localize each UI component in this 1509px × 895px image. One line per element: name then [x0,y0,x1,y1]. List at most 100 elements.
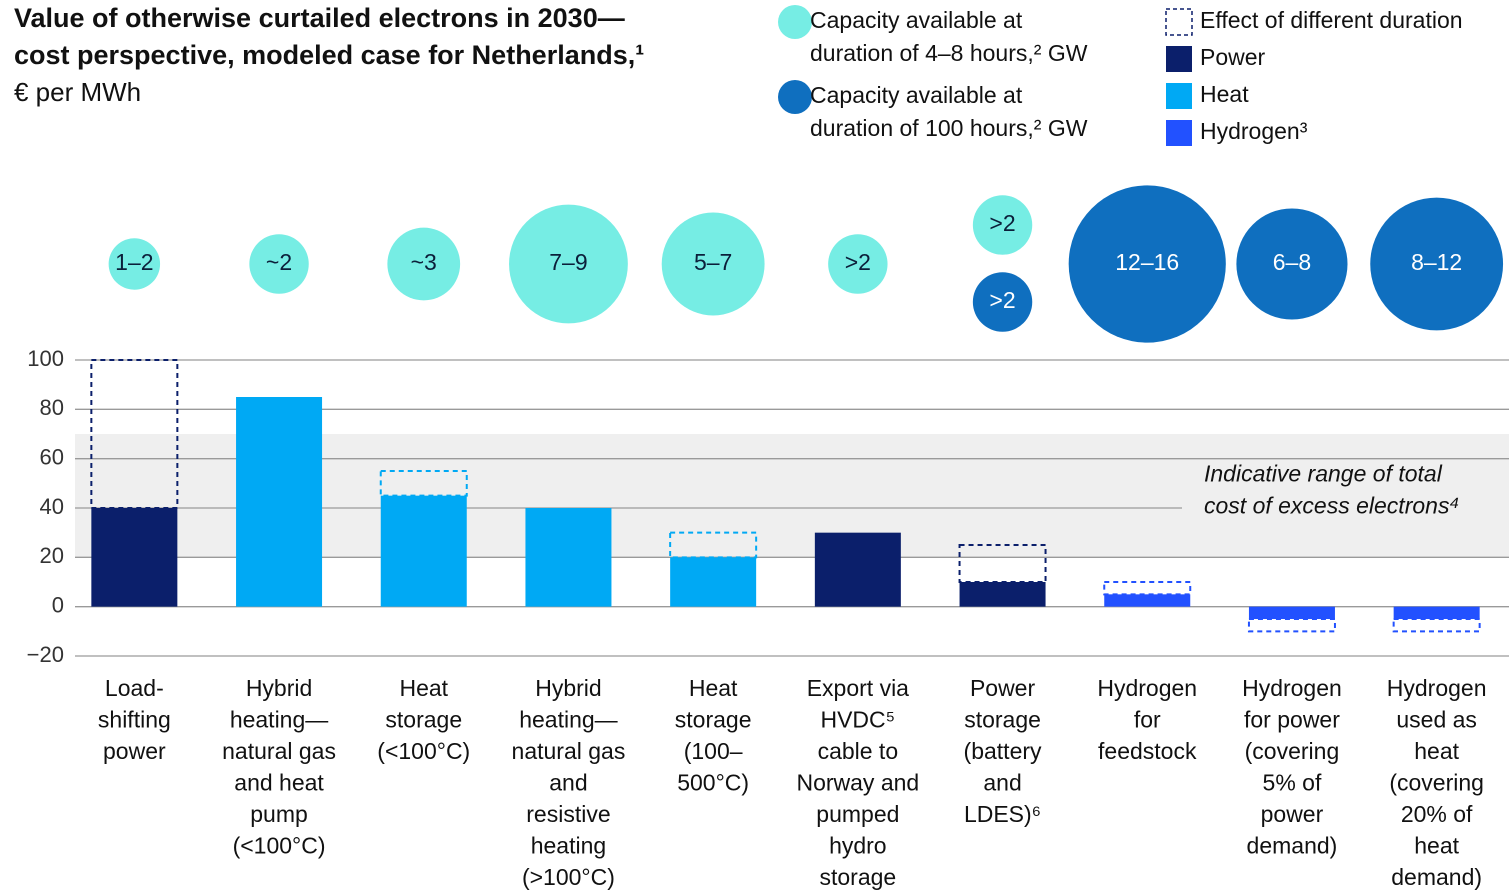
duration-range [958,544,1047,583]
x-tick-label: hydro [829,833,887,859]
bubble-label: 8–12 [1411,249,1462,275]
legend-label: duration of 100 hours,² GW [810,115,1088,141]
bubble-label: 5–7 [694,249,732,275]
x-tick-label: demand) [1247,833,1338,859]
x-tick-label: 500°C) [677,770,749,796]
duration-range [1392,618,1481,633]
bubble [387,227,461,301]
x-tick-label: HVDC⁵ [820,707,895,733]
chart-title: cost perspective, modeled case for Nethe… [14,40,644,70]
x-tick-label: Export via [807,675,909,701]
bubble [972,272,1033,332]
bar [1248,606,1335,619]
x-tick-label: heating— [230,707,328,733]
x-tick-label: and [983,770,1021,796]
x-tick-label: Hybrid [535,675,601,701]
bubble-label: >2 [845,249,871,275]
x-tick-label: LDES)⁶ [964,801,1041,827]
legend-label: duration of 4–8 hours,² GW [810,40,1088,66]
bubble [249,234,309,294]
x-tick-label: pumped [816,801,899,827]
legend-label: Capacity available at [810,82,1023,108]
x-tick-label: Norway and [796,770,919,796]
legend-swatch [1166,46,1192,72]
bubble [1370,197,1504,331]
x-tick-label: natural gas [222,738,336,764]
x-tick-label: shifting [98,707,171,733]
bubble [509,204,628,324]
legend-label: Heat [1200,81,1249,107]
bubble [828,234,888,294]
x-tick-label: 20% of [1401,801,1473,827]
x-tick-label: feedstock [1098,738,1197,764]
legend-label: Hydrogen³ [1200,118,1308,144]
bubble-label: 1–2 [115,249,153,275]
x-tick-label: and heat [234,770,324,796]
bubble [1068,185,1226,343]
legend-label: Capacity available at [810,7,1023,33]
x-tick-label: power [103,738,166,764]
x-tick-label: (<100°C) [233,833,326,859]
x-tick-label: heating [531,833,606,859]
x-tick-label: (>100°C) [522,864,615,890]
bar [959,582,1046,607]
x-tick-label: cable to [818,738,899,764]
bubble [1236,208,1348,320]
chart-title: Value of otherwise curtailed electrons i… [14,3,625,33]
legend-label: Effect of different duration [1200,7,1463,33]
bubble-label: >2 [989,210,1015,236]
y-tick-label: 40 [40,494,64,519]
x-tick-label: Heat [689,675,738,701]
x-tick-label: Hydrogen [1387,675,1487,701]
y-tick-label: 60 [40,444,64,469]
bar [814,532,901,607]
x-tick-label: (100– [684,738,743,764]
duration-range [669,531,758,559]
legend-swatch [1165,8,1193,36]
bar [1393,606,1480,619]
x-tick-label: heating— [519,707,617,733]
bubble-label: 7–9 [549,249,587,275]
bar [91,508,178,607]
bubble-label: >2 [989,287,1015,313]
bubble-label: 12–16 [1115,249,1179,275]
legend-swatch [778,5,812,39]
bar [1104,594,1191,607]
x-tick-label: for [1134,707,1161,733]
x-tick-label: resistive [526,801,610,827]
y-tick-label: 80 [40,395,64,420]
legend-label: Power [1200,44,1266,70]
y-tick-label: 20 [40,543,64,568]
legend-swatch [778,80,812,114]
x-tick-label: Hybrid [246,675,312,701]
bubble-label: ~2 [266,249,292,275]
x-tick-label: Load- [105,675,164,701]
x-tick-label: (covering [1245,738,1340,764]
x-tick-label: (<100°C) [377,738,470,764]
bar [525,508,612,607]
y-tick-label: 100 [27,346,64,371]
bar [380,495,467,607]
bubble [108,238,161,290]
x-tick-label: (battery [964,738,1042,764]
bar [236,397,323,607]
annotation-backing [1182,459,1509,526]
x-tick-label: storage [675,707,752,733]
x-tick-label: natural gas [512,738,626,764]
bubble-label: ~3 [411,249,437,275]
annotation: cost of excess electrons⁴ [1204,493,1459,519]
chart-subtitle: € per MWh [14,77,141,107]
x-tick-label: for power [1244,707,1340,733]
y-tick-label: −20 [27,642,64,667]
x-tick-label: Power [970,675,1036,701]
bubble [661,212,765,316]
x-tick-label: Heat [399,675,448,701]
duration-range [379,470,468,497]
x-tick-label: power [1261,801,1324,827]
x-tick-label: and [549,770,587,796]
y-tick-label: 0 [52,592,64,617]
x-tick-label: Hydrogen [1097,675,1197,701]
x-tick-label: heat [1414,833,1459,859]
x-tick-label: storage [964,707,1041,733]
